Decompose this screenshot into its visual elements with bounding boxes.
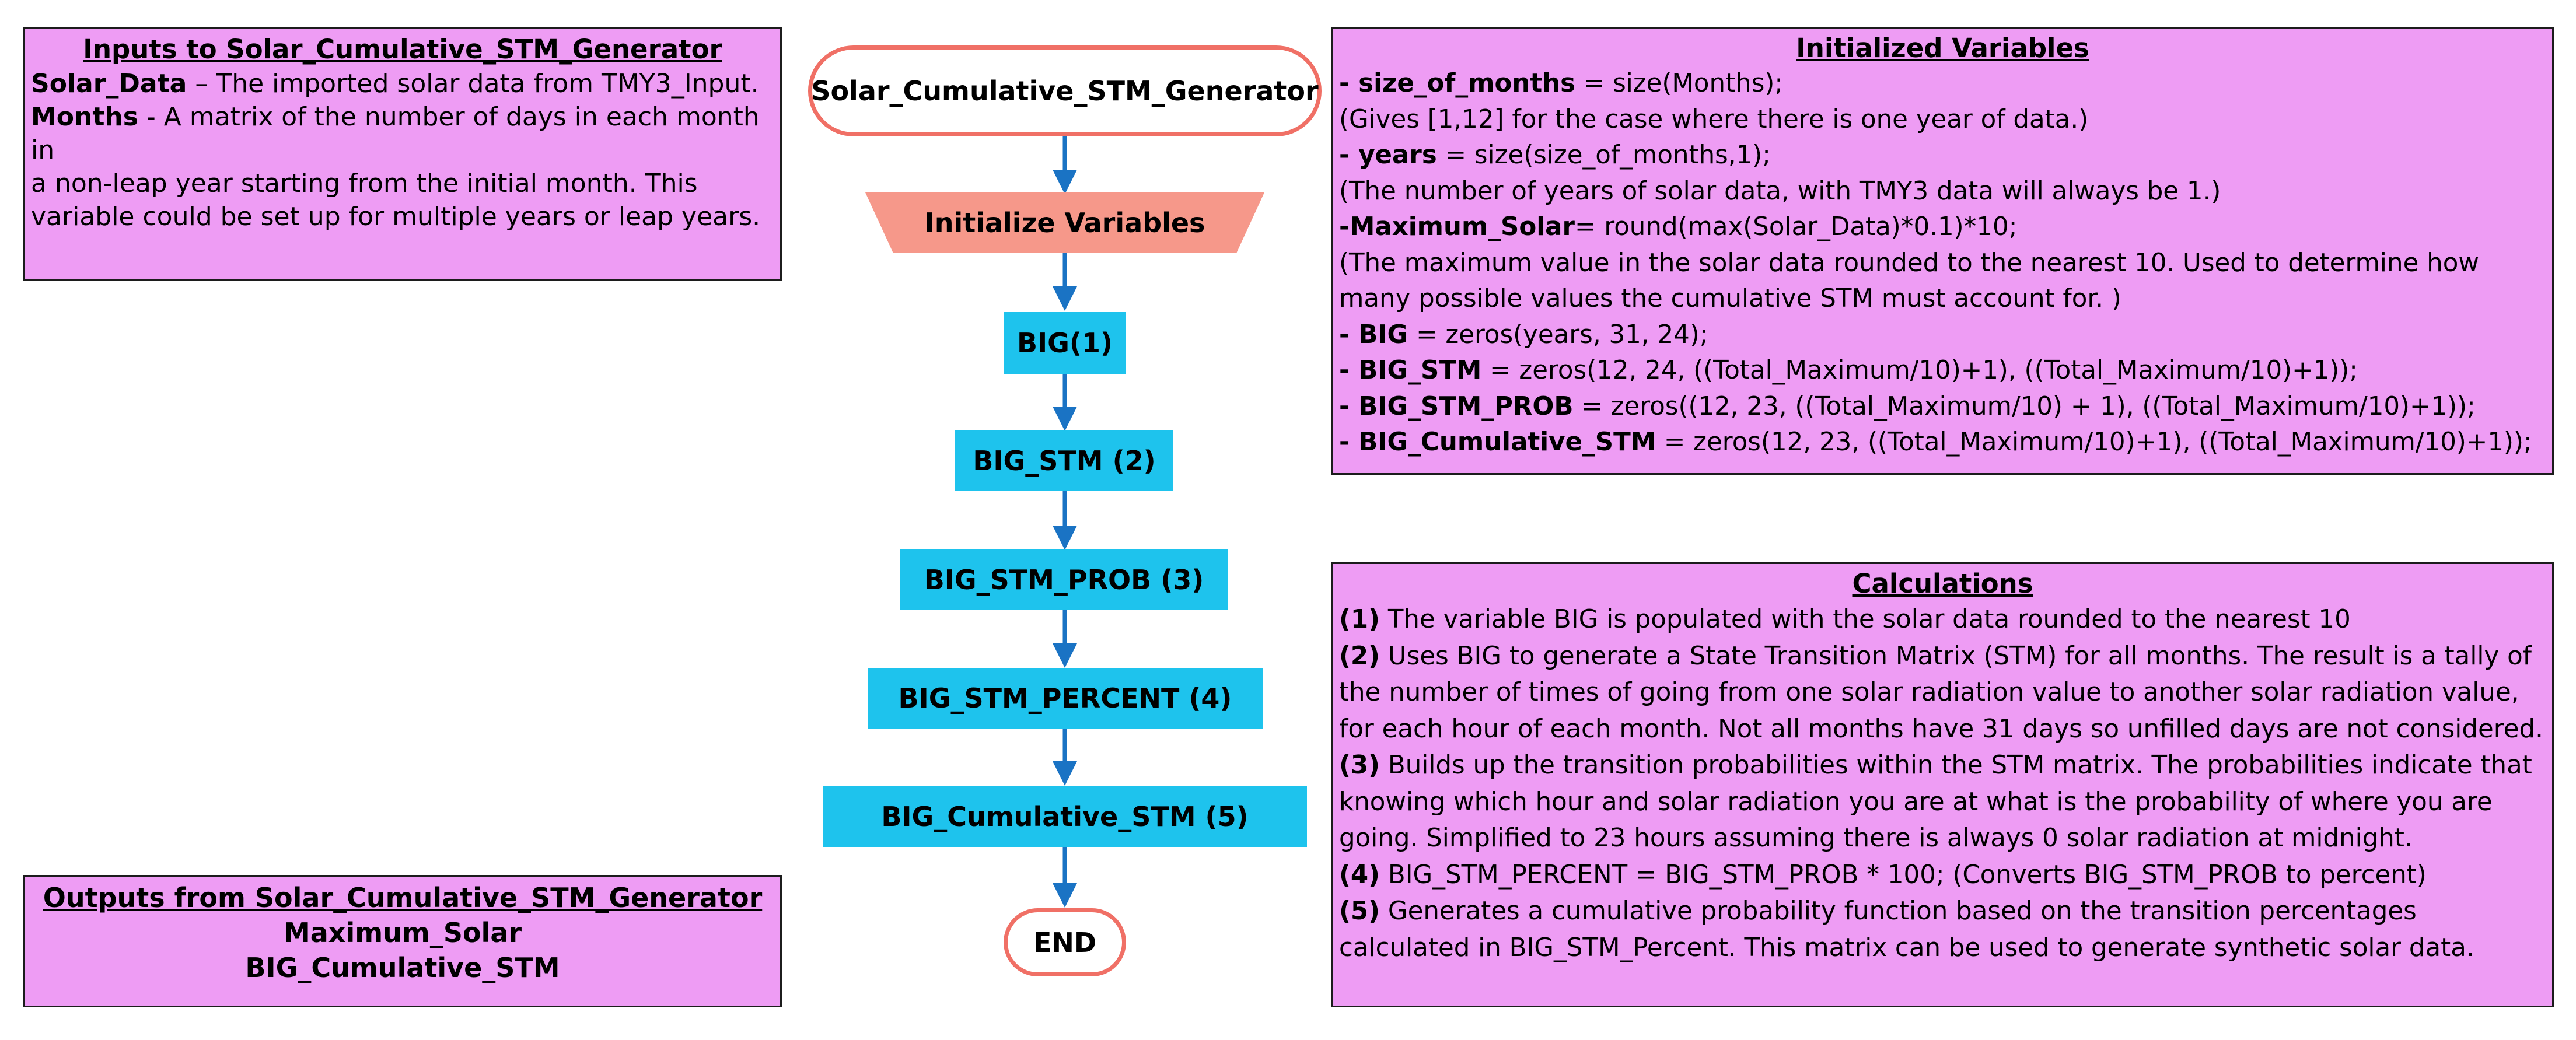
initialized-line: -Maximum_Solar= round(max(Solar_Data)*0.… — [1339, 209, 2546, 246]
initialized-variable-name: years — [1358, 141, 1437, 170]
output-item: BIG_Cumulative_STM — [245, 952, 560, 983]
initialized-prefix: - — [1339, 428, 1359, 457]
inputs-box: Inputs to Solar_Cumulative_STM_Generator… — [23, 27, 782, 281]
end-terminal: END — [1004, 908, 1126, 976]
initialized-line: - size_of_months = size(Months); — [1339, 66, 2546, 102]
initialized-variable-name: BIG_STM_PROB — [1358, 391, 1574, 421]
calculation-text: The variable BIG is populated with the s… — [1380, 605, 2351, 634]
outputs-title: Outputs from Solar_Cumulative_STM_Genera… — [43, 882, 763, 913]
calculation-item: (4) BIG_STM_PERCENT = BIG_STM_PROB * 100… — [1339, 857, 2546, 894]
inputs-line: Months - A matrix of the number of days … — [31, 100, 774, 167]
initialized-line: - BIG = zeros(years, 31, 24); — [1339, 317, 2546, 353]
calculation-item: (1) The variable BIG is populated with t… — [1339, 601, 2546, 638]
initialized-text: (The maximum value in the solar data rou… — [1339, 248, 2479, 278]
initialized-variable-name: BIG_STM — [1358, 356, 1482, 385]
initialized-prefix: - — [1339, 141, 1359, 170]
calculation-text: Generates a cumulative probability funct… — [1339, 897, 2474, 962]
inputs-line: variable could be set up for multiple ye… — [31, 200, 774, 233]
inputs-text: variable could be set up for multiple ye… — [31, 202, 761, 232]
initialized-text: (The number of years of solar data, with… — [1339, 176, 2221, 206]
initialized-prefix: - — [1339, 391, 1359, 421]
initialized-line: (The maximum value in the solar data rou… — [1339, 246, 2546, 282]
initialized-line: - BIG_STM = zeros(12, 24, ((Total_Maximu… — [1339, 353, 2546, 389]
initialized-variable-name: BIG_Cumulative_STM — [1358, 428, 1656, 457]
initialized-lines: - size_of_months = size(Months); (Gives [… — [1339, 66, 2546, 461]
step-big-stm-node: BIG_STM (2) — [955, 430, 1173, 491]
calculation-text: BIG_STM_PERCENT = BIG_STM_PROB * 100; (C… — [1380, 860, 2427, 890]
step-big-stm-prob-node: BIG_STM_PROB (3) — [900, 549, 1228, 610]
calculations-items: (1) The variable BIG is populated with t… — [1339, 601, 2546, 966]
initialized-text: = round(max(Solar_Data)*0.1)*10; — [1574, 212, 2018, 241]
inputs-text: a non-leap year starting from the initia… — [31, 169, 698, 198]
initialized-text: many possible values the cumulative STM … — [1339, 284, 2121, 313]
initialized-variable-name: size_of_months — [1358, 69, 1575, 98]
calculations-title: Calculations — [1852, 568, 2033, 599]
initialized-text: = zeros((12, 23, ((Total_Maximum/10) + 1… — [1573, 391, 2476, 421]
initialized-prefix: - — [1339, 356, 1359, 385]
initialized-prefix: - — [1339, 320, 1359, 349]
calculation-item: (2) Uses BIG to generate a State Transit… — [1339, 638, 2546, 748]
inputs-title: Inputs to Solar_Cumulative_STM_Generator — [83, 34, 722, 65]
initialized-line: (Gives [1,12] for the case where there i… — [1339, 102, 2546, 138]
initialized-text: = zeros(years, 31, 24); — [1408, 320, 1708, 349]
calculation-item: (3) Builds up the transition probabiliti… — [1339, 747, 2546, 857]
calculation-text: Builds up the transition probabilities w… — [1339, 751, 2532, 853]
inputs-text: – The imported solar data from TMY3_Inpu… — [187, 69, 759, 99]
calculation-number: (3) — [1339, 751, 1380, 780]
inputs-term: Solar_Data — [31, 69, 187, 99]
calculation-number: (5) — [1339, 897, 1380, 926]
inputs-line: Solar_Data – The imported solar data fro… — [31, 67, 774, 100]
initialized-text: (Gives [1,12] for the case where there i… — [1339, 104, 2089, 134]
step-big-node: BIG(1) — [1004, 312, 1126, 374]
inputs-line: a non-leap year starting from the initia… — [31, 167, 774, 200]
initialize-variables-node: Initialize Variables — [865, 192, 1264, 253]
initialized-text: = zeros(12, 24, ((Total_Maximum/10)+1), … — [1481, 356, 2358, 385]
initialized-prefix: - — [1339, 212, 1350, 241]
outputs-box: Outputs from Solar_Cumulative_STM_Genera… — [23, 875, 782, 1007]
initialized-line: (The number of years of solar data, with… — [1339, 174, 2546, 210]
calculation-item: (5) Generates a cumulative probability f… — [1339, 893, 2546, 966]
start-terminal: Solar_Cumulative_STM_Generator — [808, 45, 1322, 136]
initialized-prefix: - — [1339, 69, 1359, 98]
initialized-line: - years = size(size_of_months,1); — [1339, 138, 2546, 174]
initialized-variable-name: Maximum_Solar — [1350, 212, 1575, 241]
initialized-line: - BIG_Cumulative_STM = zeros(12, 23, ((T… — [1339, 425, 2546, 461]
output-item: Maximum_Solar — [283, 917, 522, 948]
initialized-text: = zeros(12, 23, ((Total_Maximum/10)+1), … — [1656, 428, 2532, 457]
initialized-variables-box: Initialized Variables - size_of_months =… — [1331, 27, 2554, 475]
step-big-stm-percent-node: BIG_STM_PERCENT (4) — [868, 668, 1263, 729]
calculations-box: Calculations (1) The variable BIG is pop… — [1331, 562, 2554, 1007]
inputs-term: Months — [31, 102, 138, 132]
calculation-text: Uses BIG to generate a State Transition … — [1339, 641, 2543, 744]
initialized-line: many possible values the cumulative STM … — [1339, 281, 2546, 317]
initialized-title: Initialized Variables — [1796, 33, 2089, 64]
calculation-number: (1) — [1339, 605, 1380, 634]
inputs-text: - A matrix of the number of days in each… — [31, 102, 760, 165]
initialized-variable-name: BIG — [1358, 320, 1408, 349]
initialized-text: = size(size_of_months,1); — [1436, 141, 1771, 170]
initialized-line: - BIG_STM_PROB = zeros((12, 23, ((Total_… — [1339, 389, 2546, 425]
calculation-number: (4) — [1339, 860, 1380, 890]
step-big-cumulative-stm-node: BIG_Cumulative_STM (5) — [823, 786, 1307, 847]
initialized-text: = size(Months); — [1575, 69, 1784, 98]
calculation-number: (2) — [1339, 641, 1380, 671]
